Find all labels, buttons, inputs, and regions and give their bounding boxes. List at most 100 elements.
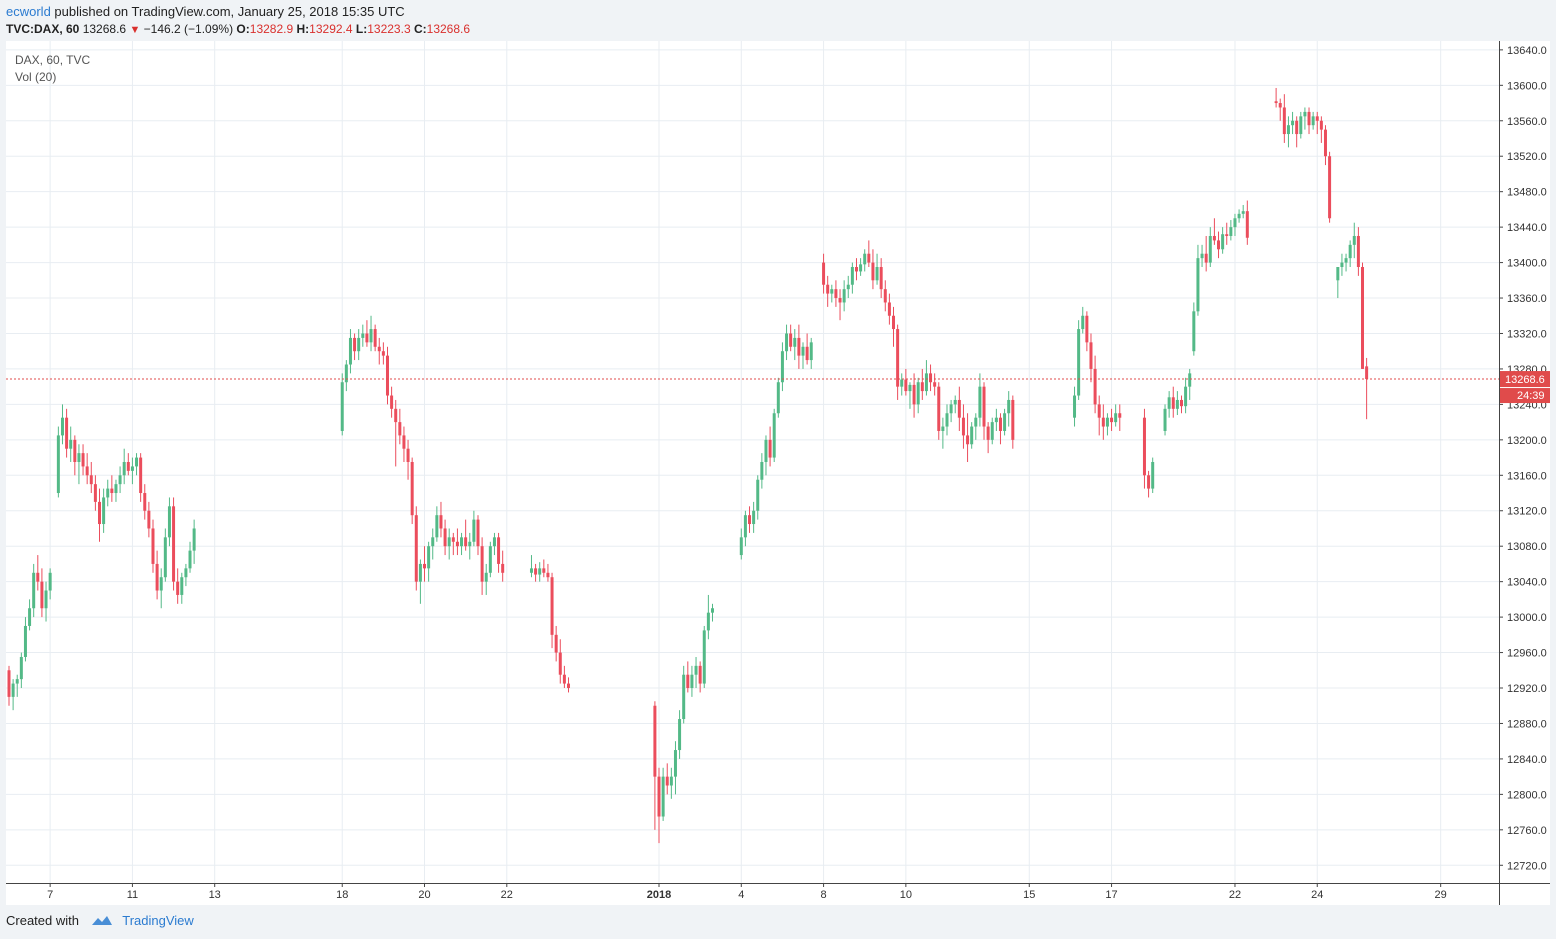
candle-body	[501, 563, 505, 573]
candle-body	[492, 537, 496, 547]
candle-body	[155, 563, 159, 591]
candle-body	[361, 333, 365, 338]
candle-body	[1311, 116, 1315, 126]
y-tick-label: 13520.0	[1507, 151, 1547, 163]
candle-body	[694, 665, 698, 675]
candle-body	[863, 253, 867, 265]
candle-body	[110, 488, 114, 494]
candle-body	[1171, 397, 1175, 409]
tradingview-link[interactable]: TradingView	[122, 913, 194, 928]
candle-body	[1114, 413, 1118, 423]
candle-body	[402, 435, 406, 449]
candle-body	[1340, 262, 1344, 268]
candle-body	[1336, 267, 1340, 281]
candle-body	[394, 408, 398, 423]
volume-legend[interactable]: Vol (20)	[15, 70, 56, 84]
candle-body	[562, 674, 566, 684]
candle-body	[920, 382, 924, 392]
candle-body	[834, 289, 838, 299]
candle-body	[1167, 397, 1171, 409]
x-tick-label: 13	[209, 889, 221, 901]
candle-body	[439, 515, 443, 529]
candle-body	[846, 284, 850, 290]
candle-body	[423, 563, 427, 569]
candle-body	[130, 466, 134, 471]
y-tick-label: 12840.0	[1507, 754, 1547, 766]
candle-body	[1352, 235, 1356, 245]
candle-body	[431, 537, 435, 547]
candle-body	[702, 630, 706, 684]
candle-body	[883, 289, 887, 303]
candle-body	[23, 625, 27, 657]
y-tick-label: 13400.0	[1507, 258, 1547, 270]
candle-body	[665, 776, 669, 786]
x-tick-label: 4	[738, 889, 744, 901]
y-tick-label: 12960.0	[1507, 648, 1547, 660]
candle-body	[1118, 413, 1122, 418]
candle-body	[357, 337, 361, 352]
candle-body	[15, 679, 19, 684]
candle-body	[994, 417, 998, 423]
candle-body	[764, 439, 768, 462]
candle-body	[180, 577, 184, 595]
candle-body	[653, 705, 657, 777]
symbol-label: TVC:DAX, 60	[6, 22, 80, 36]
candle-body	[859, 264, 863, 272]
candle-body	[970, 426, 974, 445]
candle-body	[805, 346, 809, 361]
candle-body	[801, 346, 805, 356]
candle-body	[542, 568, 546, 573]
candle-body	[447, 537, 451, 547]
candle-body	[1200, 253, 1204, 259]
candle-body	[1077, 329, 1081, 396]
author-link[interactable]: ecworld	[6, 4, 51, 19]
candle-body	[7, 670, 11, 697]
candle-body	[1225, 234, 1229, 236]
candle-body	[554, 634, 558, 653]
x-tick-label: 10	[900, 889, 912, 901]
candle-body	[780, 351, 784, 383]
candle-body	[1245, 211, 1249, 238]
candle-body	[1307, 111, 1311, 126]
candle-body	[1212, 235, 1216, 241]
candle-body	[418, 563, 422, 582]
candle-body	[661, 776, 665, 817]
candle-body	[1175, 399, 1179, 409]
candle-body	[1233, 218, 1237, 228]
series-legend[interactable]: DAX, 60, TVC	[15, 53, 90, 67]
candle-body	[159, 577, 163, 591]
candle-body	[534, 568, 538, 575]
candle-body	[143, 493, 147, 511]
x-tick-label: 20	[418, 889, 430, 901]
countdown-tag	[1500, 388, 1550, 404]
candle-body	[1011, 399, 1015, 440]
candle-body	[739, 537, 743, 556]
y-tick-label: 13640.0	[1507, 45, 1547, 57]
candle-body	[822, 262, 826, 285]
candle-body	[1196, 258, 1200, 312]
candle-body	[854, 267, 858, 272]
y-tick-label: 13600.0	[1507, 80, 1547, 92]
candle-body	[1179, 399, 1183, 407]
candle-body	[118, 475, 122, 485]
candle-body	[785, 333, 789, 352]
x-tick-label: 22	[501, 889, 513, 901]
low-label: L:	[355, 22, 368, 36]
candle-body	[484, 572, 488, 582]
candle-body	[1303, 111, 1307, 117]
candle-body	[879, 267, 883, 290]
candle-body	[752, 510, 756, 525]
candle-body	[56, 435, 60, 494]
candle-body	[406, 448, 410, 462]
candle-body	[176, 581, 180, 595]
candle-body	[892, 315, 896, 330]
candle-body	[122, 462, 126, 476]
candle-body	[69, 439, 73, 449]
candle-body	[44, 590, 48, 609]
publish-info: ecworld published on TradingView.com, Ja…	[6, 4, 405, 19]
price-chart[interactable]: 12720.0 12760.0 12800.0 12840.0 12880.0 12920…	[6, 41, 1550, 905]
candle-body	[1237, 213, 1241, 219]
candle-body	[102, 497, 106, 525]
candle-body	[558, 652, 562, 675]
candle-body	[1003, 413, 1007, 431]
